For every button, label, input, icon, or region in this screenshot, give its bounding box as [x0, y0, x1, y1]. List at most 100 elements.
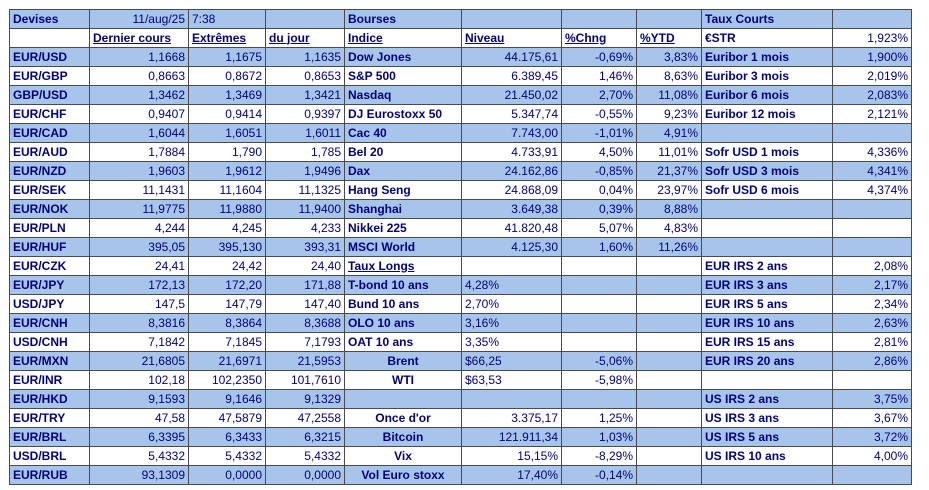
extreme-haut-cell: 21,6971: [188, 351, 266, 371]
extreme-haut-cell: 172,20: [188, 275, 266, 295]
table-row: EUR/CZK 24,41 24,42 24,40 Taux Longs EUR IRS …: [9, 256, 912, 276]
indice-chng-cell: 1,46%: [561, 66, 637, 86]
pair-cell: EUR/NZD: [9, 161, 90, 181]
indice-chng-cell: [561, 275, 637, 295]
indice-level-cell: [461, 389, 562, 409]
indice-level-cell: 15,15%: [461, 446, 562, 466]
rate-name-cell: Sofr USD 3 mois: [701, 161, 833, 181]
extreme-haut-cell: 47,5879: [188, 408, 266, 428]
indice-name-cell: Cac 40: [344, 123, 462, 143]
indice-ytd-cell: [636, 446, 702, 466]
indice-chng-cell: [561, 294, 637, 314]
table-row: USD/BRL 5,4332 5,4332 5,4332 Vix 15,15% -8,29%…: [9, 446, 912, 466]
rate-value-cell: [832, 465, 912, 485]
indice-level-cell: $63,53: [461, 370, 562, 390]
indice-chng-cell: [561, 332, 637, 352]
table-row: EUR/TRY 47,58 47,5879 47,2558 Once d'or 3.375…: [9, 408, 912, 428]
indice-ytd-cell: 11,26%: [636, 237, 702, 257]
pair-cell: EUR/CAD: [9, 123, 90, 143]
rate-name-cell: [701, 237, 833, 257]
indice-ytd-cell: [636, 465, 702, 485]
indice-chng-cell: -8,29%: [561, 446, 637, 466]
rate-value-cell: 2,86%: [832, 351, 912, 371]
indice-chng-cell: 1,03%: [561, 427, 637, 447]
extreme-bas-cell: 9,1329: [265, 389, 345, 409]
extreme-haut-cell: 147,79: [188, 294, 266, 314]
rate-value-cell: 4,374%: [832, 180, 912, 200]
indice-name-cell: Bitcoin: [344, 427, 462, 447]
indice-chng-cell: 2,70%: [561, 85, 637, 105]
dernier-cours-cell: 1,6044: [89, 123, 189, 143]
extreme-bas-cell: 5,4332: [265, 446, 345, 466]
pair-cell: GBP/USD: [9, 85, 90, 105]
pair-cell: EUR/CHF: [9, 104, 90, 124]
indice-ytd-cell: 8,88%: [636, 199, 702, 219]
indice-level-cell: 4.125,30: [461, 237, 562, 257]
indice-name-cell: S&P 500: [344, 66, 462, 86]
indice-ytd-cell: [636, 332, 702, 352]
extreme-haut-cell: 102,2350: [188, 370, 266, 390]
dernier-cours-cell: 1,1668: [89, 47, 189, 67]
extreme-bas-cell: 0,8653: [265, 66, 345, 86]
rate-name-cell: [701, 199, 833, 219]
indice-ytd-cell: 3,83%: [636, 47, 702, 67]
rate-name-cell: [701, 370, 833, 390]
pair-cell: EUR/AUD: [9, 142, 90, 162]
pair-cell: EUR/BRL: [9, 427, 90, 447]
pair-cell: EUR/HKD: [9, 389, 90, 409]
extreme-haut-cell: 6,3433: [188, 427, 266, 447]
indice-name-cell: [344, 389, 462, 409]
col-ytd: %YTD: [636, 28, 702, 48]
extreme-bas-cell: 171,88: [265, 275, 345, 295]
indice-level-cell: [461, 256, 562, 276]
indice-ytd-cell: 23,97%: [636, 180, 702, 200]
indice-ytd-cell: [636, 256, 702, 276]
rate-name-cell: Euribor 6 mois: [701, 85, 833, 105]
indice-name-cell: Nikkei 225: [344, 218, 462, 238]
indice-ytd-cell: 4,83%: [636, 218, 702, 238]
indice-ytd-cell: [636, 351, 702, 371]
extreme-haut-cell: 8,3864: [188, 313, 266, 333]
table-row: EUR/INR 102,18 102,2350 101,7610 WTI $63,53 -5…: [9, 370, 912, 390]
indice-level-cell: 17,40%: [461, 465, 562, 485]
indice-ytd-cell: [636, 275, 702, 295]
indice-name-cell: Vol Euro stoxx: [344, 465, 462, 485]
indice-chng-cell: 0,04%: [561, 180, 637, 200]
indice-name-cell: Hang Seng: [344, 180, 462, 200]
indice-ytd-cell: 9,23%: [636, 104, 702, 124]
pair-cell: USD/CNH: [9, 332, 90, 352]
extreme-bas-cell: 8,3688: [265, 313, 345, 333]
indice-name-cell: Shanghai: [344, 199, 462, 219]
pair-cell: EUR/USD: [9, 47, 90, 67]
indice-name-cell: Dow Jones: [344, 47, 462, 67]
indice-name-cell: Taux Longs: [344, 256, 462, 276]
col-chng: %Chng: [561, 28, 637, 48]
indice-level-cell: 41.820,48: [461, 218, 562, 238]
rate-name-cell: US IRS 3 ans: [701, 408, 833, 428]
rate-value-cell: 2,083%: [832, 85, 912, 105]
rate-name-cell: US IRS 10 ans: [701, 446, 833, 466]
title-row: Devises 11/aug/25 7:38 Bourses Taux Cour…: [9, 9, 912, 29]
table-row: EUR/CHF 0,9407 0,9414 0,9397 DJ Eurostoxx 50…: [9, 104, 912, 124]
pair-cell: EUR/TRY: [9, 408, 90, 428]
table-row: EUR/JPY 172,13 172,20 171,88 T-bond 10 ans 4,…: [9, 275, 912, 295]
dernier-cours-cell: 1,9603: [89, 161, 189, 181]
extreme-bas-cell: 1,6011: [265, 123, 345, 143]
col-dernier-cours: Dernier cours: [89, 28, 189, 48]
indice-level-cell: 6.389,45: [461, 66, 562, 86]
extreme-haut-cell: 11,1604: [188, 180, 266, 200]
extreme-bas-cell: 21,5953: [265, 351, 345, 371]
indice-level-cell: 24.868,09: [461, 180, 562, 200]
rate-value-cell: [832, 123, 912, 143]
pair-cell: EUR/NOK: [9, 199, 90, 219]
extreme-haut-cell: 0,0000: [188, 465, 266, 485]
indice-name-cell: Once d'or: [344, 408, 462, 428]
extreme-bas-cell: 101,7610: [265, 370, 345, 390]
extreme-haut-cell: 0,9414: [188, 104, 266, 124]
rate-value-cell: 2,63%: [832, 313, 912, 333]
indice-name-cell: Nasdaq: [344, 85, 462, 105]
indice-name-cell: DJ Eurostoxx 50: [344, 104, 462, 124]
rate-value-cell: 4,00%: [832, 446, 912, 466]
rate-value-cell: 4,336%: [832, 142, 912, 162]
table-row: EUR/GBP 0,8663 0,8672 0,8653 S&P 500 6.389,45…: [9, 66, 912, 86]
